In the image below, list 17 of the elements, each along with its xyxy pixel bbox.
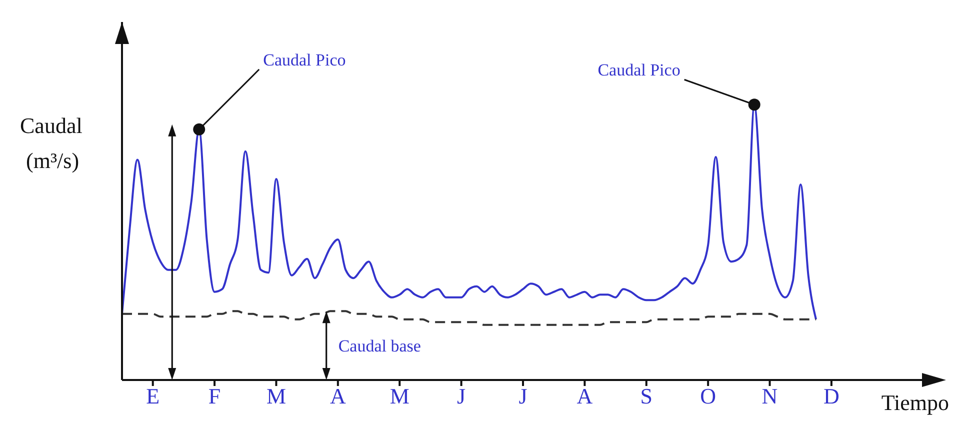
x-tick-label: S <box>640 384 652 409</box>
x-tick-label: A <box>330 384 346 409</box>
x-tick-label: D <box>824 384 840 409</box>
x-tick-label: O <box>700 384 716 409</box>
x-tick-label: J <box>518 384 528 409</box>
x-tick-label: M <box>266 384 286 409</box>
text: Caudal Pico <box>263 50 346 70</box>
x-tick-label: A <box>576 384 593 409</box>
x-tick-label: E <box>146 384 160 409</box>
x-tick-label: F <box>208 384 221 409</box>
x-tick-label: N <box>762 384 778 409</box>
x-tick-label: M <box>390 384 410 409</box>
annotation: Caudal base <box>338 336 421 356</box>
text: Caudal Pico <box>598 60 680 80</box>
x-axis-title: Tiempo <box>881 390 949 415</box>
y-axis-title: Caudal (m³/s) <box>20 113 82 173</box>
x-tick-label: J <box>457 384 466 409</box>
